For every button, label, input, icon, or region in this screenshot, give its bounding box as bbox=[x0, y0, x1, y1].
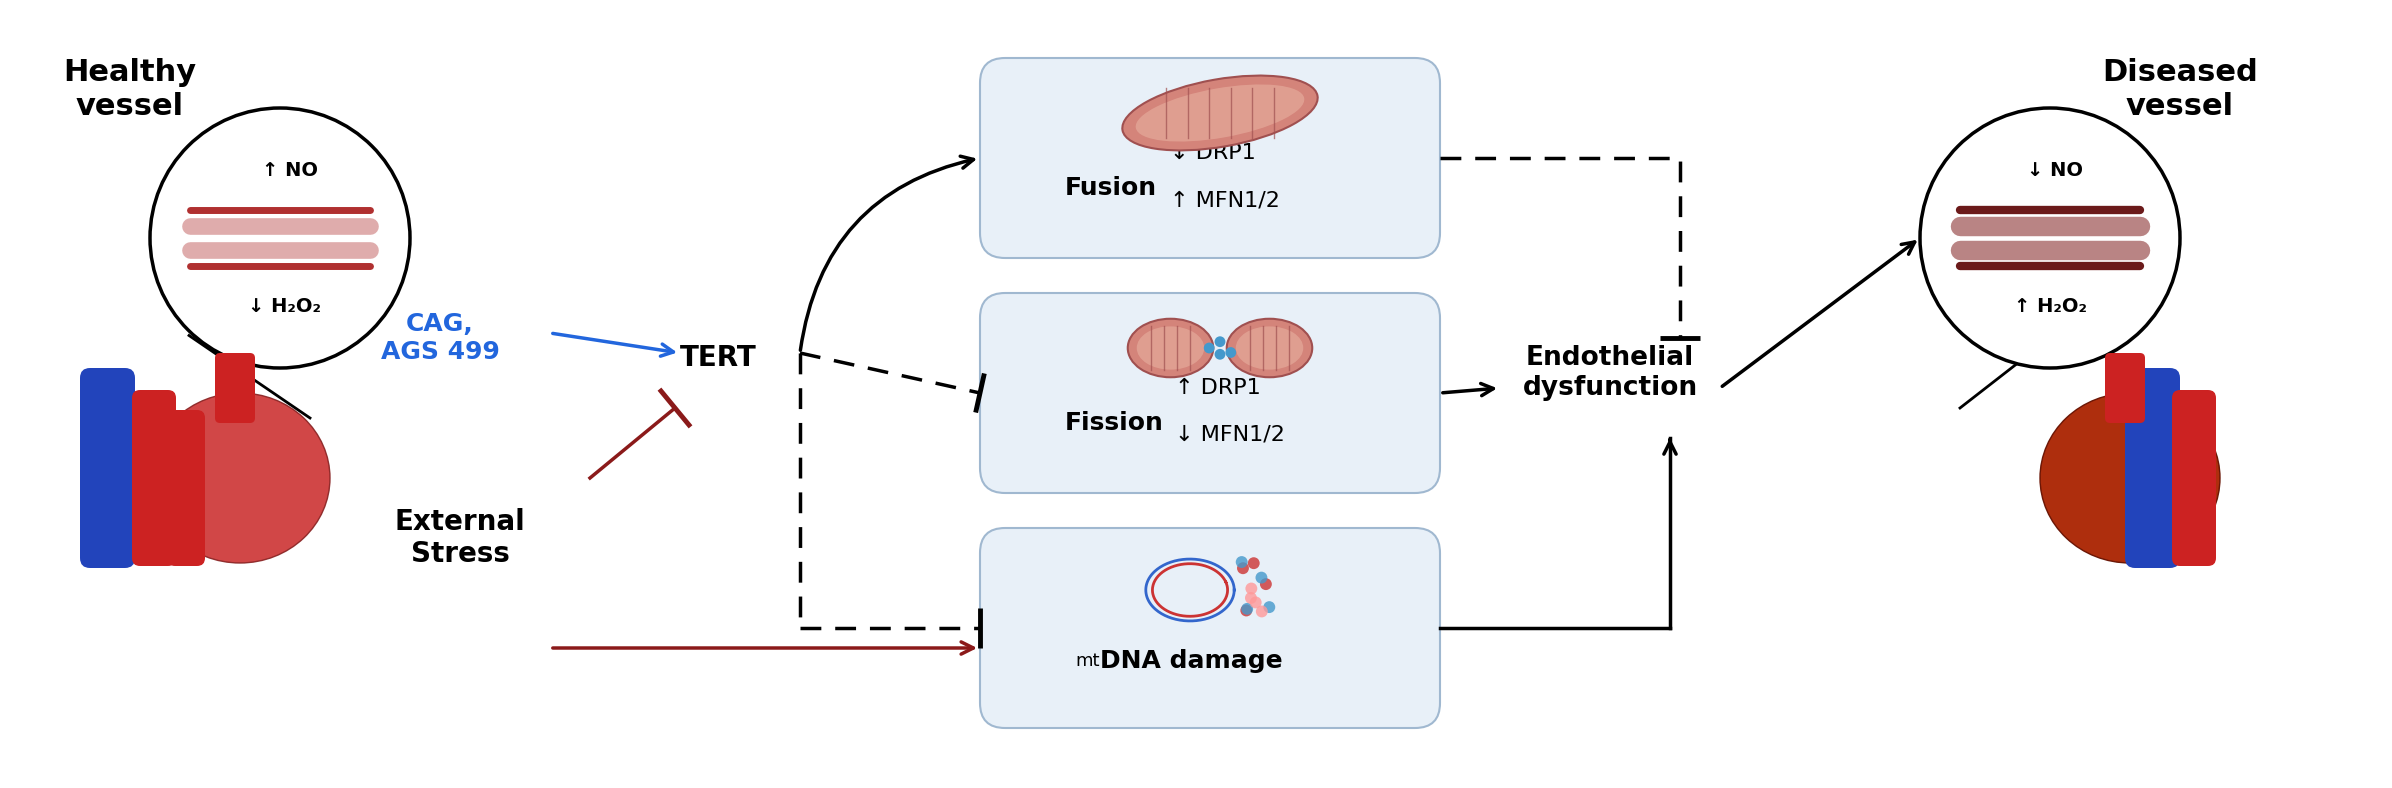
Text: ↑ DRP1: ↑ DRP1 bbox=[1174, 378, 1261, 398]
FancyBboxPatch shape bbox=[981, 58, 1440, 258]
FancyBboxPatch shape bbox=[132, 390, 177, 566]
Circle shape bbox=[1244, 592, 1256, 604]
Ellipse shape bbox=[1237, 326, 1304, 370]
Circle shape bbox=[1237, 556, 1249, 568]
Text: Diseased
vessel: Diseased vessel bbox=[2103, 58, 2258, 121]
Text: DNA damage: DNA damage bbox=[1100, 649, 1282, 673]
Text: ↑ MFN1/2: ↑ MFN1/2 bbox=[1170, 190, 1280, 210]
Circle shape bbox=[1225, 347, 1237, 358]
Circle shape bbox=[1246, 582, 1258, 594]
Ellipse shape bbox=[1127, 319, 1213, 377]
Text: ↓ MFN1/2: ↓ MFN1/2 bbox=[1174, 425, 1285, 445]
Circle shape bbox=[1921, 108, 2179, 368]
Circle shape bbox=[1261, 578, 1273, 590]
Circle shape bbox=[1215, 336, 1225, 347]
Text: External
Stress: External Stress bbox=[395, 507, 526, 568]
Circle shape bbox=[1241, 603, 1253, 615]
Text: TERT: TERT bbox=[679, 344, 756, 372]
Circle shape bbox=[1241, 604, 1253, 616]
Text: ↑ H₂O₂: ↑ H₂O₂ bbox=[2014, 296, 2086, 315]
Circle shape bbox=[1215, 349, 1225, 359]
Circle shape bbox=[1263, 601, 1275, 613]
Text: mt: mt bbox=[1076, 652, 1100, 670]
Text: ↓ H₂O₂: ↓ H₂O₂ bbox=[249, 296, 321, 315]
Text: CAG,
AGS 499: CAG, AGS 499 bbox=[380, 312, 500, 364]
FancyBboxPatch shape bbox=[981, 293, 1440, 493]
FancyBboxPatch shape bbox=[2105, 353, 2146, 423]
FancyBboxPatch shape bbox=[79, 368, 134, 568]
Ellipse shape bbox=[1136, 326, 1203, 370]
Circle shape bbox=[151, 108, 409, 368]
Text: ↑ NO: ↑ NO bbox=[263, 161, 318, 180]
Text: ↓ NO: ↓ NO bbox=[2026, 161, 2083, 180]
Text: ↓ DRP1: ↓ DRP1 bbox=[1170, 143, 1256, 163]
FancyBboxPatch shape bbox=[167, 410, 206, 566]
Text: Fission: Fission bbox=[1064, 411, 1165, 435]
FancyBboxPatch shape bbox=[981, 528, 1440, 728]
Text: Fusion: Fusion bbox=[1064, 176, 1158, 200]
Text: Endothelial
dysfunction: Endothelial dysfunction bbox=[1521, 345, 1698, 401]
FancyBboxPatch shape bbox=[215, 353, 256, 423]
Ellipse shape bbox=[1136, 84, 1304, 142]
Ellipse shape bbox=[1122, 76, 1318, 151]
Circle shape bbox=[1256, 605, 1268, 618]
Ellipse shape bbox=[151, 393, 330, 563]
Text: Healthy
vessel: Healthy vessel bbox=[65, 58, 196, 121]
Circle shape bbox=[1237, 563, 1249, 574]
FancyBboxPatch shape bbox=[2124, 368, 2179, 568]
Circle shape bbox=[1249, 597, 1261, 608]
Ellipse shape bbox=[2040, 393, 2220, 563]
Circle shape bbox=[1203, 343, 1215, 353]
Circle shape bbox=[1249, 557, 1261, 569]
Circle shape bbox=[1256, 571, 1268, 584]
Ellipse shape bbox=[1227, 319, 1313, 377]
FancyBboxPatch shape bbox=[2172, 390, 2215, 566]
